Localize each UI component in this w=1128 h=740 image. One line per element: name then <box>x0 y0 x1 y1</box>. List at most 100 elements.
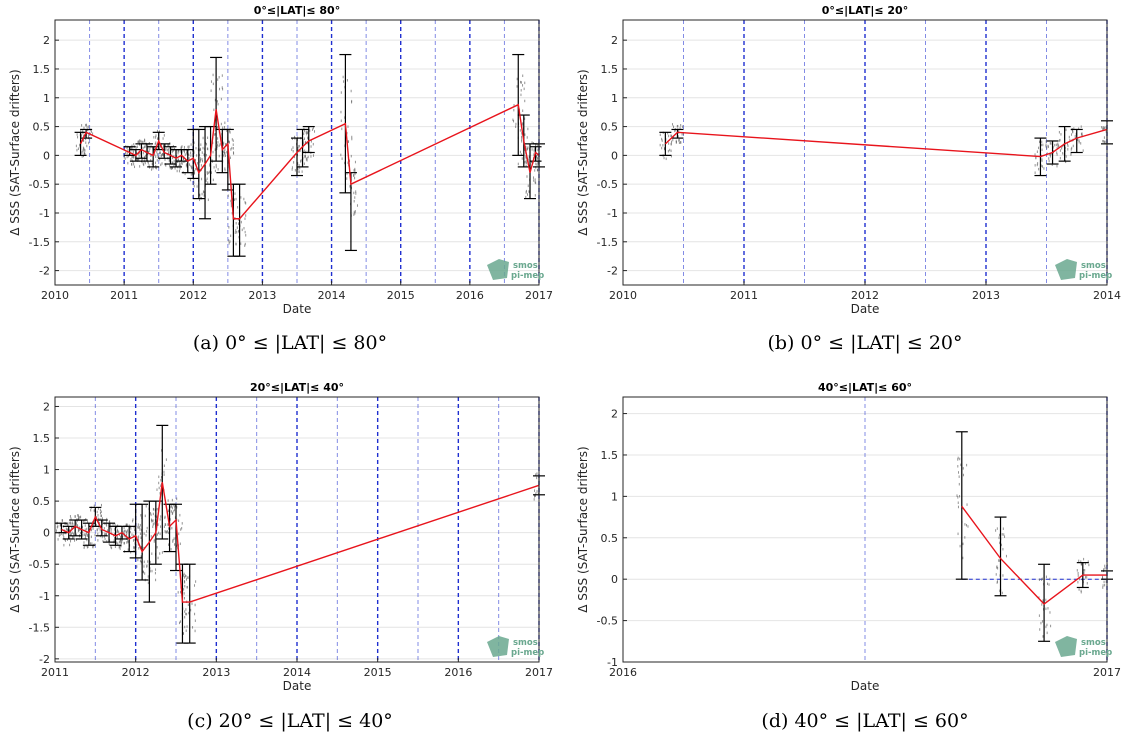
scatter-point <box>163 134 165 137</box>
scatter-point <box>185 575 187 578</box>
scatter-point <box>176 497 178 501</box>
error-bar <box>1070 128 1083 154</box>
scatter-point <box>137 523 139 526</box>
scatter-point <box>304 154 306 158</box>
scatter-point <box>169 518 171 521</box>
scatter-point <box>223 152 225 155</box>
scatter-point <box>353 199 355 203</box>
scatter-point <box>59 524 61 527</box>
scatter-point <box>354 160 356 164</box>
scatter-point <box>218 76 220 79</box>
scatter-point <box>304 149 306 153</box>
scatter-point <box>127 161 129 165</box>
scatter-point <box>191 172 193 176</box>
scatter-point <box>1049 577 1051 581</box>
scatter-point <box>179 542 181 546</box>
scatter-point <box>661 146 663 150</box>
scatter-point <box>1078 127 1080 130</box>
scatter-point <box>187 603 189 607</box>
scatter-point <box>147 581 149 585</box>
scatter-point <box>536 155 538 158</box>
scatter-point <box>76 133 78 136</box>
scatter-point <box>957 532 959 536</box>
scatter-point <box>228 226 230 229</box>
scatter-point <box>212 178 214 182</box>
scatter-point <box>522 109 524 112</box>
scatter-point <box>305 158 307 161</box>
scatter-point <box>349 159 351 163</box>
scatter-point <box>97 507 99 510</box>
scatter-point <box>1067 148 1069 151</box>
scatter-point <box>82 531 84 534</box>
scatter-point <box>1048 159 1050 163</box>
scatter-point <box>1080 562 1082 565</box>
scatter-point <box>97 517 99 521</box>
scatter-point <box>1070 151 1072 155</box>
scatter-point <box>535 492 537 495</box>
scatter-point <box>181 522 183 525</box>
scatter-point <box>123 529 125 533</box>
scatter-point <box>238 229 240 233</box>
scatter-point <box>85 123 87 127</box>
scatter-point <box>1049 611 1051 614</box>
scatter-point <box>177 151 179 155</box>
scatter-point <box>525 189 527 193</box>
scatter-point <box>118 540 120 544</box>
scatter-point <box>244 244 246 247</box>
scatter-point <box>86 125 88 129</box>
scatter-point <box>132 150 134 154</box>
scatter-point <box>179 167 181 170</box>
scatter-point <box>310 145 312 148</box>
scatter-point <box>303 162 305 165</box>
scatter-point <box>168 543 170 546</box>
scatter-point <box>297 167 299 170</box>
chart-panel-3: -1 -0.5 0 0.5 1 1.5 2 2016 2017 40°≤|LAT|≤ 60° Dat… <box>576 381 1121 693</box>
scatter-point <box>244 217 246 220</box>
x-tick-label: 2016 <box>609 666 637 679</box>
scatter-point <box>245 234 247 237</box>
scatter-point <box>142 570 144 573</box>
scatter-point <box>668 142 670 145</box>
x-tick-label: 2010 <box>41 289 69 302</box>
scatter-point <box>81 151 83 154</box>
scatter-point <box>527 146 529 149</box>
scatter-point <box>1083 557 1085 561</box>
scatter-point <box>155 166 157 169</box>
scatter-point <box>139 165 141 168</box>
scatter-point <box>193 178 195 181</box>
scatter-point <box>999 589 1001 593</box>
scatter-point <box>222 153 224 156</box>
series-line <box>664 128 1108 158</box>
scatter-point <box>138 139 140 142</box>
x-tick-label: 2015 <box>387 289 415 302</box>
scatter-point <box>132 518 134 521</box>
scatter-point <box>1088 563 1090 567</box>
scatter-point <box>679 126 681 130</box>
scatter-point <box>207 181 209 184</box>
scatter-point <box>166 530 168 534</box>
scatter-point <box>147 161 149 165</box>
scatter-point <box>69 515 71 518</box>
scatter-point <box>159 157 161 161</box>
scatter-point <box>195 167 197 171</box>
scatter-point <box>127 548 129 551</box>
scatter-point <box>82 534 84 537</box>
scatter-point <box>299 166 301 170</box>
scatter-point <box>959 544 961 548</box>
scatter-point <box>213 108 215 112</box>
scatter-point <box>137 140 139 144</box>
scatter-point <box>1034 164 1036 167</box>
scatter-point <box>964 523 966 526</box>
scatter-point <box>203 191 205 194</box>
scatter-point <box>74 539 76 542</box>
scatter-point <box>186 152 188 155</box>
scatter-point <box>137 525 139 529</box>
scatter-point <box>87 134 89 137</box>
scatter-point <box>126 155 128 159</box>
scatter-point <box>171 161 173 164</box>
scatter-point <box>673 125 675 129</box>
error-bar <box>183 563 196 644</box>
scatter-point <box>344 116 346 119</box>
